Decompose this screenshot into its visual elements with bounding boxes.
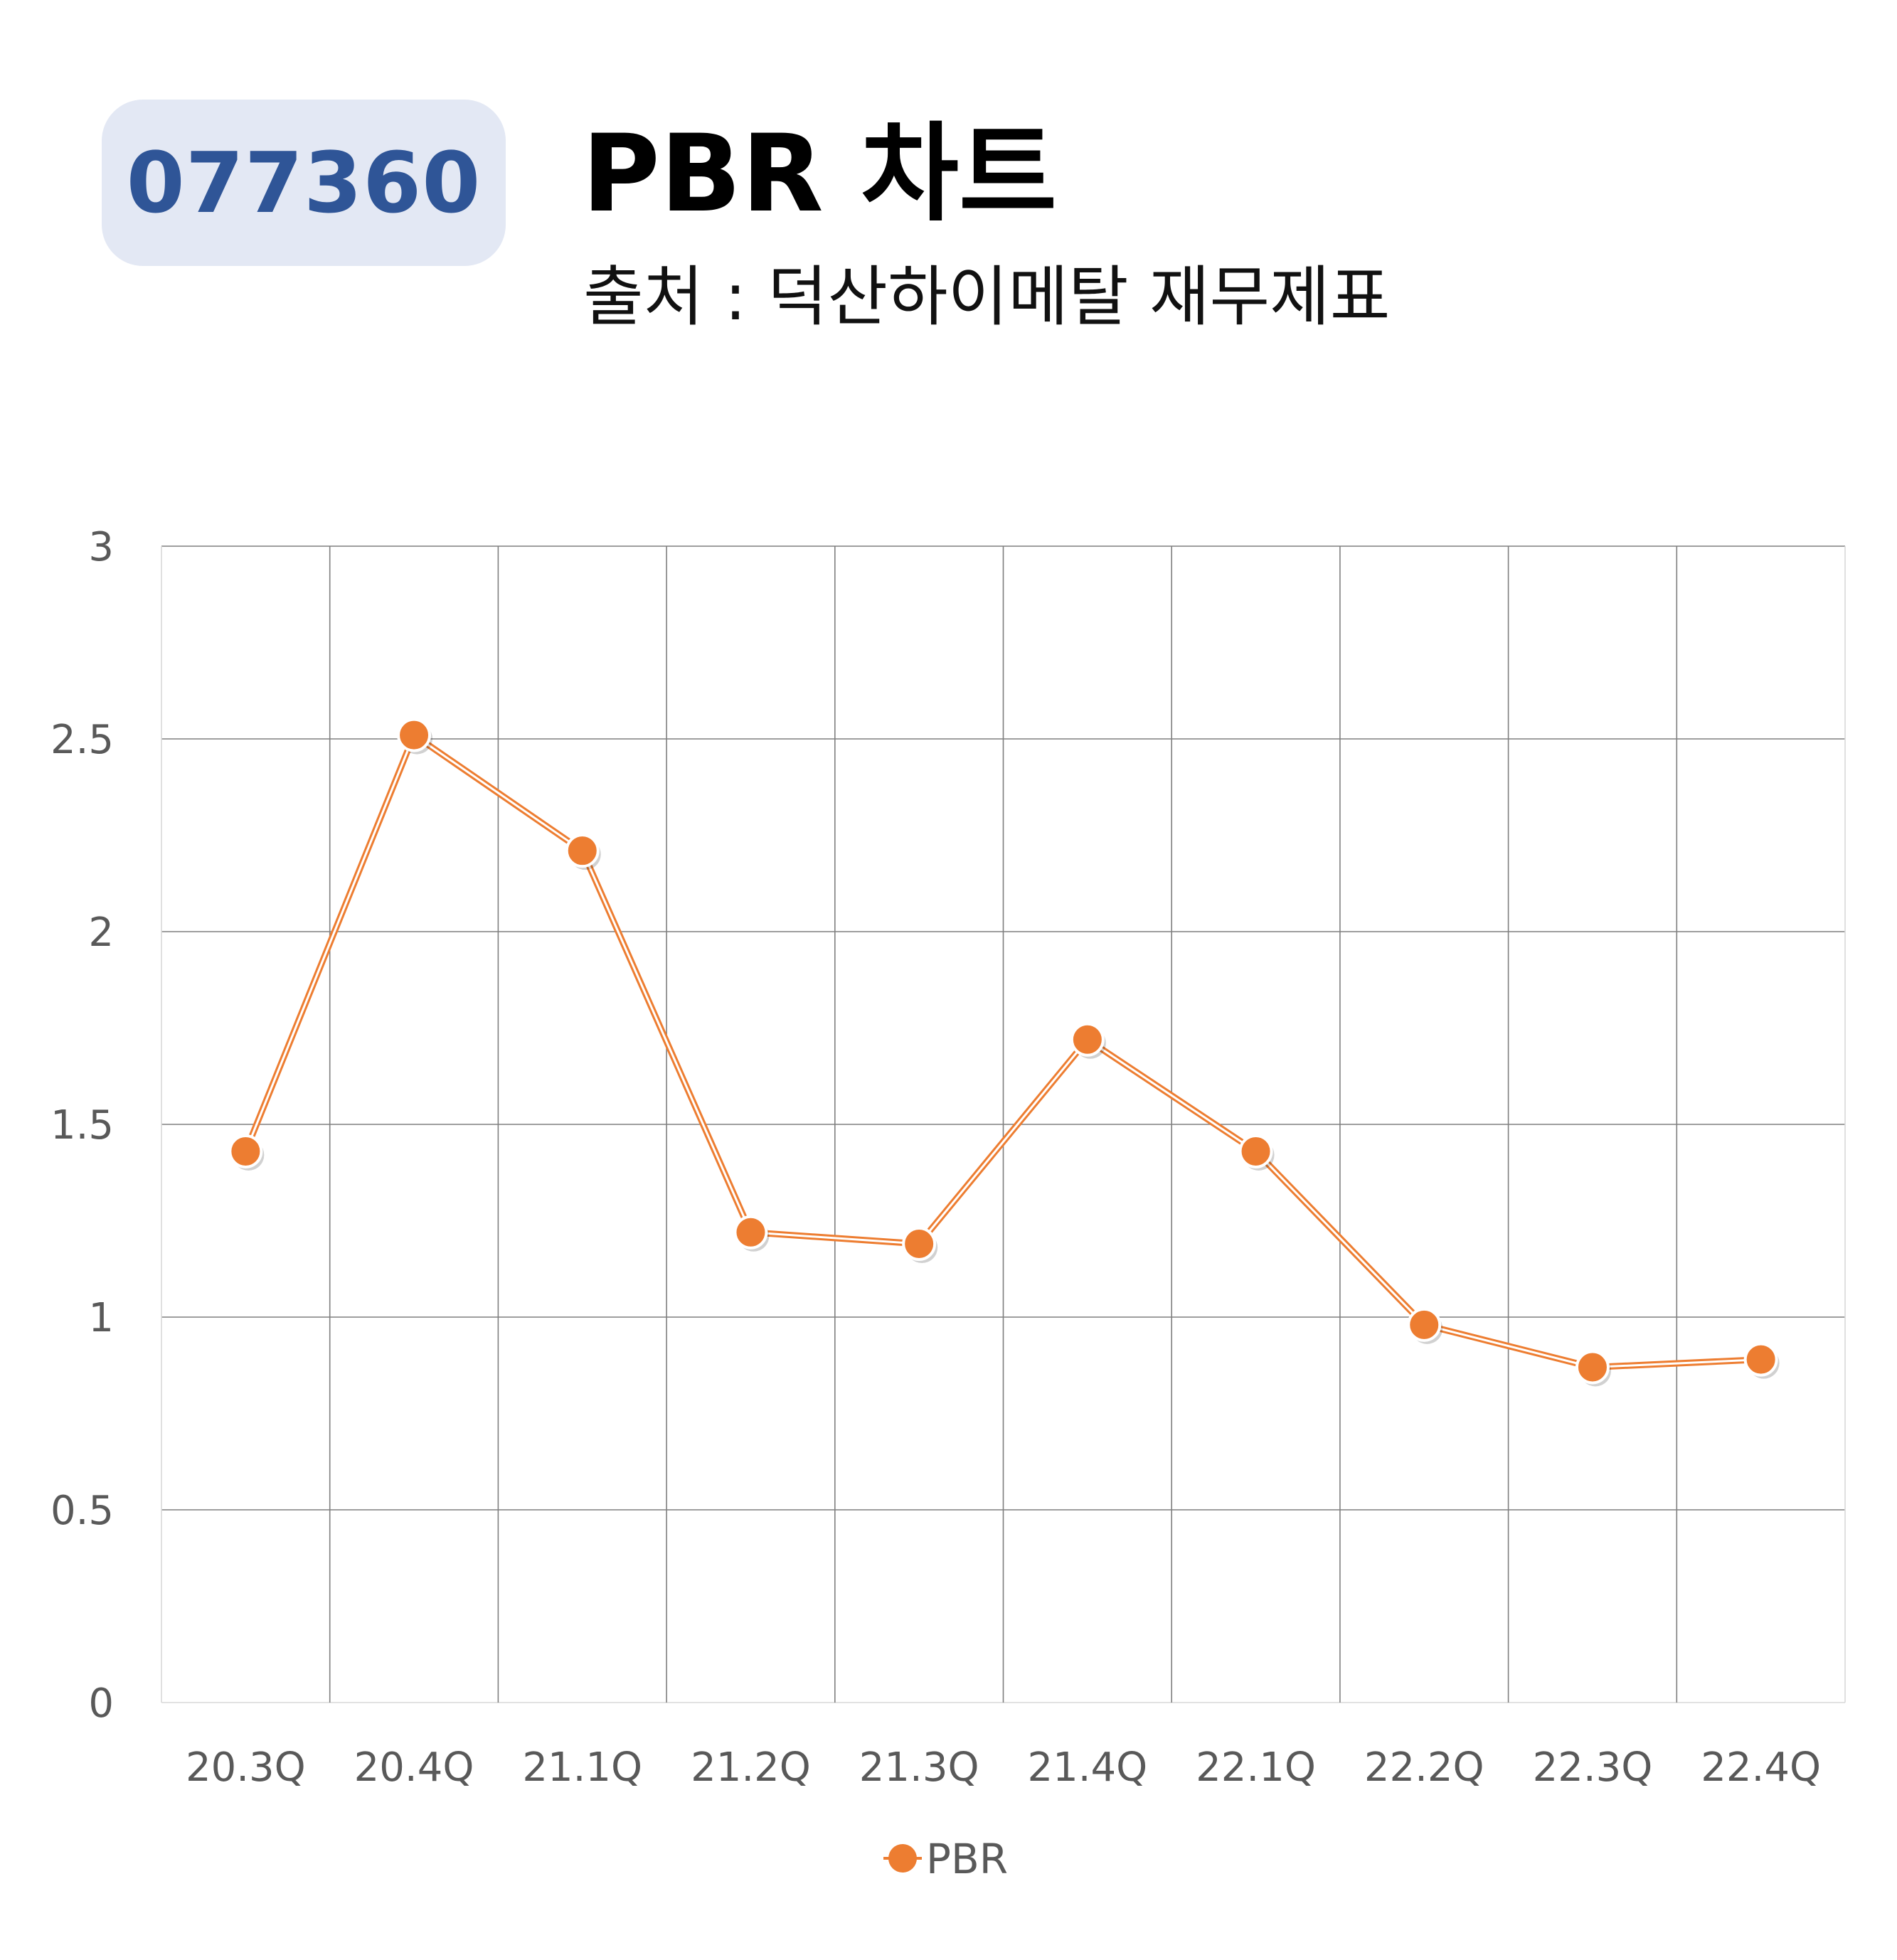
x-tick-label: 21.4Q: [1027, 1745, 1147, 1791]
y-tick-label: 1: [88, 1295, 114, 1341]
x-tick-label: 22.1Q: [1196, 1745, 1316, 1791]
page-title: PBR 차트: [582, 112, 1057, 236]
data-point: [565, 833, 600, 868]
legend-label: PBR: [926, 1835, 1008, 1883]
ticker-badge: 077360: [102, 100, 506, 266]
y-tick-label: 0.5: [51, 1488, 114, 1534]
legend-marker: [888, 1844, 917, 1873]
x-tick-label: 21.3Q: [859, 1745, 979, 1791]
y-tick-label: 2.5: [51, 717, 114, 763]
x-tick-label: 21.2Q: [691, 1745, 811, 1791]
ticker-code: 077360: [126, 134, 482, 232]
data-point: [1743, 1342, 1778, 1377]
x-tick-label: 22.2Q: [1364, 1745, 1484, 1791]
y-tick-label: 1.5: [51, 1102, 114, 1149]
x-tick-label: 22.3Q: [1533, 1745, 1653, 1791]
data-point: [1070, 1022, 1105, 1057]
y-tick-label: 3: [88, 524, 114, 570]
y-tick-label: 0: [88, 1681, 114, 1727]
series-line-inner: [245, 734, 1761, 1368]
data-point: [1407, 1307, 1442, 1342]
x-tick-label: 22.4Q: [1701, 1745, 1821, 1791]
page-subtitle: 출처 : 덕산하이메탈 재무제표: [583, 259, 1391, 335]
data-point: [228, 1134, 263, 1168]
data-point: [397, 718, 432, 752]
x-tick-label: 20.4Q: [354, 1745, 474, 1791]
y-tick-label: 2: [88, 910, 114, 956]
data-point: [902, 1227, 937, 1262]
x-tick-label: 21.1Q: [522, 1745, 642, 1791]
data-point: [1575, 1350, 1610, 1385]
x-tick-label: 20.3Q: [186, 1745, 306, 1791]
data-point: [1238, 1134, 1273, 1168]
data-point: [733, 1215, 768, 1250]
